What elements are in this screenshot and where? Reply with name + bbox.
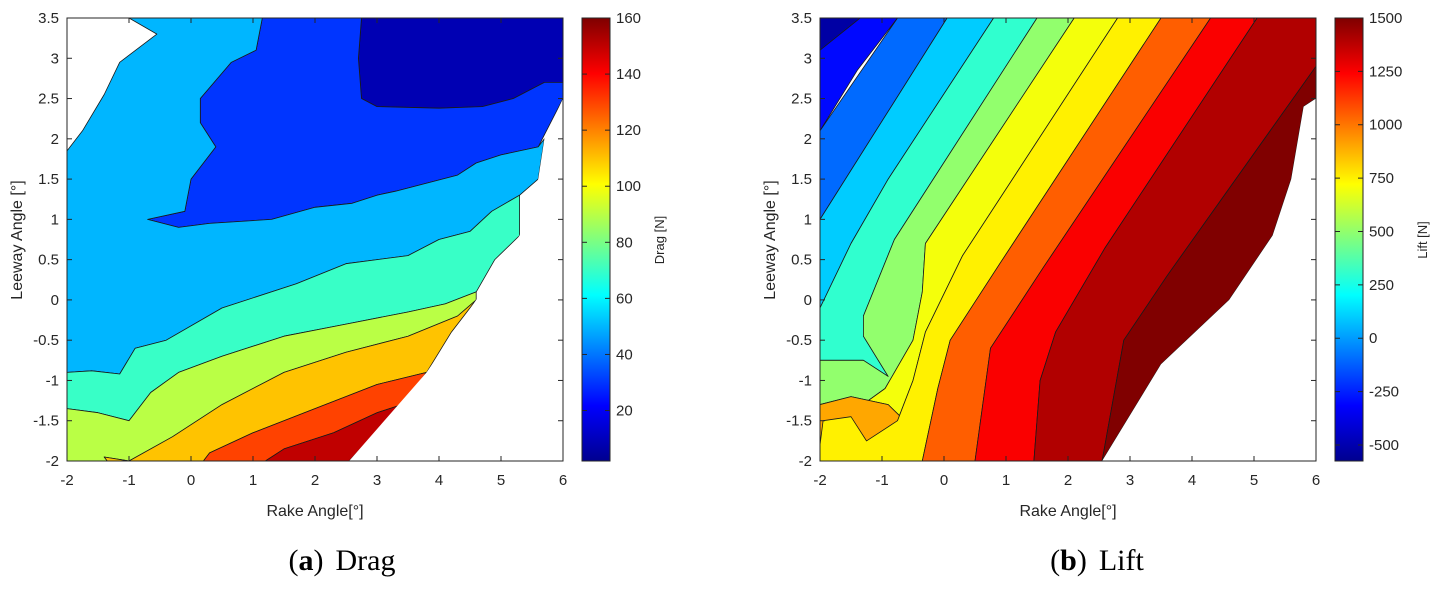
colorbar-tick-label-lift: 1500	[1369, 10, 1402, 27]
x-tick-label-drag: 6	[559, 472, 567, 489]
y-axis-label-drag: Leeway Angle [°]	[9, 180, 26, 299]
colorbar-tick-label-drag: 80	[616, 234, 633, 251]
colorbar-tick-label-lift: 750	[1369, 170, 1394, 187]
x-tick-label-drag: -2	[60, 472, 73, 489]
colorbar-tick-label-lift: 1000	[1369, 117, 1402, 134]
caption-letter-drag: a	[299, 544, 314, 577]
colorbar-tick-label-drag: 140	[616, 66, 641, 83]
y-tick-label-drag: 3.5	[38, 10, 59, 27]
x-tick-label-lift: 1	[1002, 472, 1010, 489]
x-tick-label-drag: 2	[311, 472, 319, 489]
y-tick-label-drag: 1.5	[38, 171, 59, 188]
y-tick-label-lift: -1	[799, 372, 812, 389]
x-axis-label-drag: Rake Angle[°]	[266, 503, 363, 520]
y-tick-label-drag: 0	[51, 292, 59, 309]
colorbar-ticks-drag: 20 40 60 80 100 120 140 160	[582, 10, 641, 420]
ticks-lift: -2 -1 0 1 2 3 4 5 6 -2 -1.5 -1 -0.5 0 0.5 1 1.5 2 2.5 3 3.5	[786, 10, 1320, 489]
y-tick-label-drag: 0.5	[38, 252, 59, 269]
y-tick-label-drag: 1	[51, 211, 59, 228]
y-axis-label-lift: Leeway Angle [°]	[762, 180, 779, 299]
x-tick-label-lift: 3	[1126, 472, 1134, 489]
x-tick-label-drag: 5	[497, 472, 505, 489]
x-axis-label-lift: Rake Angle[°]	[1019, 503, 1116, 520]
colorbar-tick-label-drag: 40	[616, 346, 633, 363]
colorbar-tick-label-drag: 20	[616, 403, 633, 420]
x-tick-label-lift: 4	[1188, 472, 1196, 489]
y-tick-label-drag: 2.5	[38, 91, 59, 108]
y-tick-label-drag: 3	[51, 50, 59, 67]
y-tick-label-drag: 2	[51, 131, 59, 148]
x-tick-label-lift: 2	[1064, 472, 1072, 489]
panel-lift: -2 -1 0 1 2 3 4 5 6-2-1.5-1-0.500.511.522.533.5 …	[762, 10, 1430, 577]
x-tick-label-lift: -2	[813, 472, 826, 489]
caption-lift: (b) Lift	[1050, 544, 1144, 577]
x-tick-label-lift: -1	[875, 472, 888, 489]
colorbar-tick-label-lift: 500	[1369, 223, 1394, 240]
x-tick-label-drag: 4	[435, 472, 443, 489]
x-tick-label-lift: 5	[1250, 472, 1258, 489]
no-data-region-lift	[1102, 98, 1316, 461]
x-tick-label-drag: 3	[373, 472, 381, 489]
y-tick-label-lift: 2	[804, 131, 812, 148]
colorbar-tick-label-lift: 250	[1369, 277, 1394, 294]
contour-region-drag-7	[264, 404, 403, 461]
panel-drag: -2 -1 0 1 2 3 4 5 6-2-1.5-1-0.500.511.522.533.5 …	[9, 10, 667, 577]
contour-region-lift-1	[820, 18, 898, 132]
caption-drag: (a) Drag	[289, 544, 396, 577]
y-tick-label-drag: -2	[46, 453, 59, 470]
colorbar-lift	[1334, 17, 1364, 462]
colorbar-label-drag: Drag [N]	[652, 216, 667, 264]
y-tick-label-lift: 0	[804, 292, 812, 309]
x-tick-label-lift: 6	[1312, 472, 1320, 489]
x-tick-label-drag: -1	[122, 472, 135, 489]
caption-text-lift: Lift	[1099, 544, 1145, 577]
x-tick-label-drag: 0	[187, 472, 195, 489]
x-tick-label-drag: 1	[249, 472, 257, 489]
y-tick-label-lift: 0.5	[791, 252, 812, 269]
y-tick-label-lift: 1	[804, 211, 812, 228]
y-tick-label-lift: -2	[799, 453, 812, 470]
x-tick-label-lift: 0	[940, 472, 948, 489]
y-tick-label-lift: -0.5	[786, 332, 812, 349]
y-tick-label-lift: 1.5	[791, 171, 812, 188]
y-tick-label-lift: 3	[804, 50, 812, 67]
y-tick-label-drag: -1.5	[33, 413, 59, 430]
contour-regions-drag	[67, 18, 563, 461]
y-tick-label-drag: -0.5	[33, 332, 59, 349]
caption-text-drag: Drag	[336, 544, 396, 577]
colorbar-label-lift: Lift [N]	[1415, 221, 1430, 259]
colorbar-ticks-lift: -500 -250 0 250 500 750 1000 1250 1500	[1335, 10, 1402, 454]
colorbar-tick-label-lift: 0	[1369, 330, 1377, 347]
y-tick-label-lift: -1.5	[786, 413, 812, 430]
no-data-region-drag	[349, 98, 563, 461]
colorbar-tick-label-drag: 60	[616, 290, 633, 307]
colorbar-tick-label-drag: 120	[616, 122, 641, 139]
y-tick-label-lift: 2.5	[791, 91, 812, 108]
colorbar-tick-label-lift: 1250	[1369, 63, 1402, 80]
colorbar-tick-label-lift: -500	[1369, 437, 1399, 454]
y-tick-label-drag: -1	[46, 372, 59, 389]
contour-regions-lift	[820, 18, 1316, 461]
caption-letter-lift: b	[1060, 544, 1077, 577]
colorbar-tick-label-drag: 160	[616, 10, 641, 27]
colorbar-drag	[581, 17, 611, 462]
y-tick-label-lift: 3.5	[791, 10, 812, 27]
colorbar-tick-label-lift: -250	[1369, 384, 1399, 401]
ticks-drag: -2 -1 0 1 2 3 4 5 6 -2 -1.5 -1 -0.5 0 0.5 1 1.5 2 2.5 3 3.5	[33, 10, 567, 489]
colorbar-tick-label-drag: 100	[616, 178, 641, 195]
